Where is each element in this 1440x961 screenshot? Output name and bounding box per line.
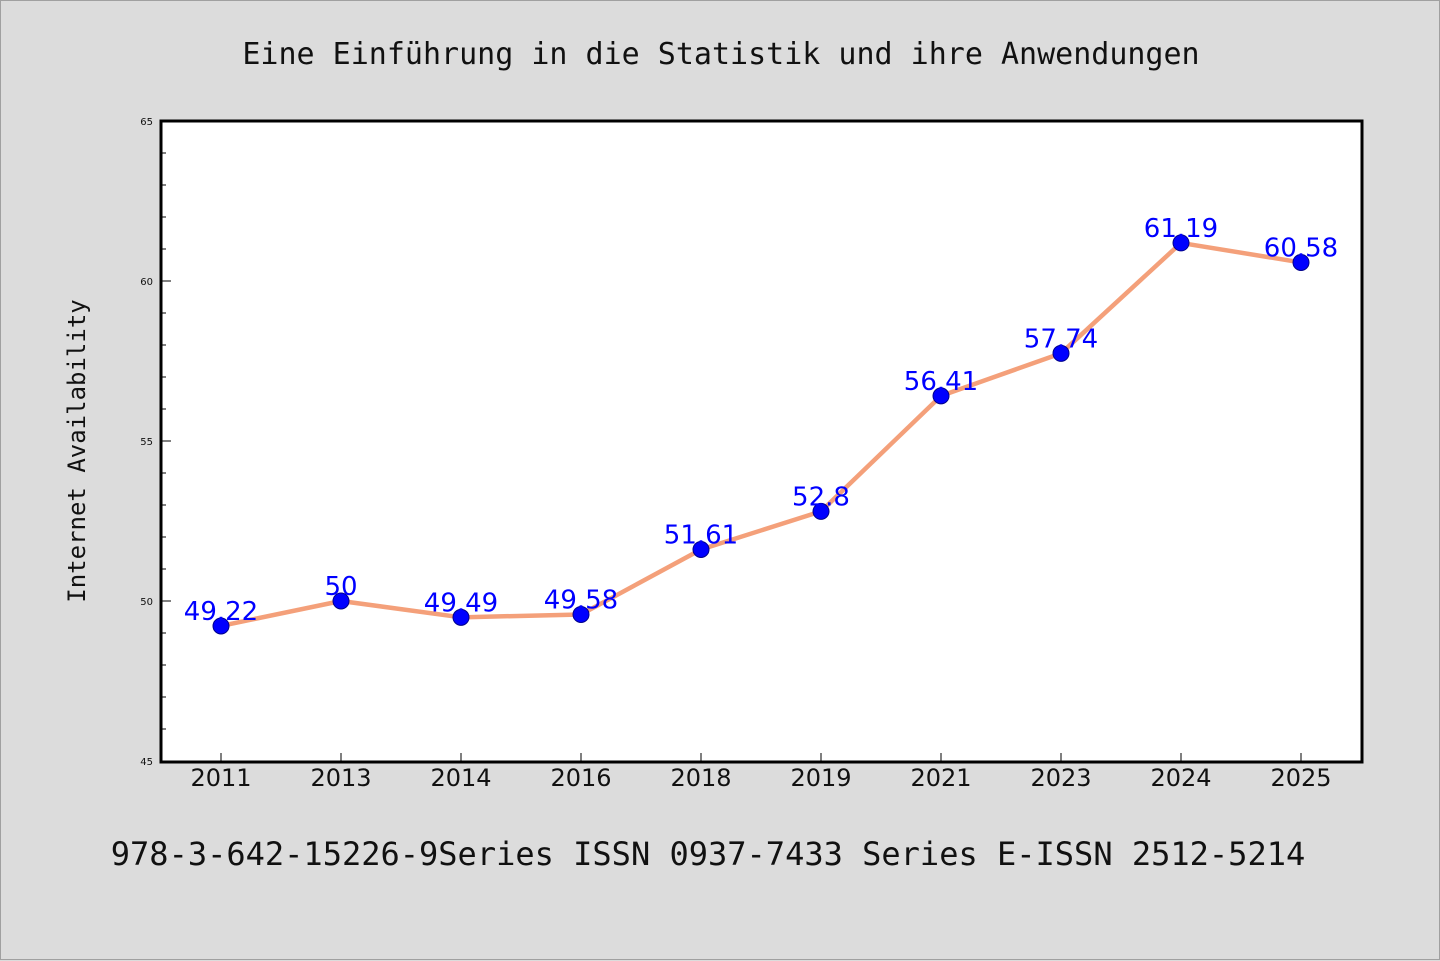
data-labels-layer: 49.22 50 49.49 49.58 51.61 52.8 56.41 57.74 61.1…: [184, 214, 1338, 627]
x-tick-label: 2021: [910, 764, 971, 792]
data-label: 50: [324, 572, 357, 602]
x-tick-label: 2014: [430, 764, 491, 792]
data-point: [212, 617, 230, 635]
y-tick-label: 60: [140, 277, 153, 288]
y-axis-label: Internet Availability: [63, 299, 91, 602]
data-label: 61.19: [1144, 214, 1218, 244]
data-point: [1292, 253, 1310, 271]
y-tick-label: 65: [140, 117, 153, 128]
data-label: 51.61: [664, 520, 738, 550]
footer-text: 978-3-642-15226-9Series ISSN 0937-7433 S…: [111, 835, 1305, 873]
x-tick-label: 2025: [1270, 764, 1331, 792]
data-point: [692, 540, 710, 558]
data-point: [332, 592, 350, 610]
data-label: 49.58: [544, 585, 618, 615]
x-tick-label: 2019: [790, 764, 851, 792]
y-axis: 45 50 55 60 65: [140, 117, 171, 768]
y-tick-label: 55: [140, 437, 153, 448]
chart-title: Eine Einführung in die Statistik und ihr…: [242, 37, 1199, 72]
data-point: [452, 608, 470, 626]
x-tick-label: 2018: [670, 764, 731, 792]
plot-area: [159, 119, 1364, 764]
y-tick-label: 50: [140, 597, 153, 608]
data-label: 60.58: [1264, 233, 1338, 263]
data-label: 49.22: [184, 597, 258, 627]
data-label: 57.74: [1024, 324, 1098, 354]
data-label: 56.41: [904, 367, 978, 397]
x-tick-label: 2024: [1150, 764, 1211, 792]
series-layer: [212, 234, 1310, 635]
x-tick-label: 2016: [550, 764, 611, 792]
data-point: [1172, 234, 1190, 252]
x-tick-label: 2013: [310, 764, 371, 792]
data-point: [932, 387, 950, 405]
series-line: [220, 240, 1302, 629]
y-tick-label: 45: [140, 757, 153, 768]
x-tick-label: 2011: [190, 764, 251, 792]
data-point: [1052, 344, 1070, 362]
x-tick-label: 2023: [1030, 764, 1091, 792]
data-point: [812, 502, 830, 520]
data-label: 49.49: [424, 588, 498, 618]
data-label: 52.8: [792, 482, 850, 512]
data-point: [572, 605, 590, 623]
x-axis: 2011 2013 2014 2016 2018 2019 2021 2023 2024 2025: [190, 753, 1332, 792]
